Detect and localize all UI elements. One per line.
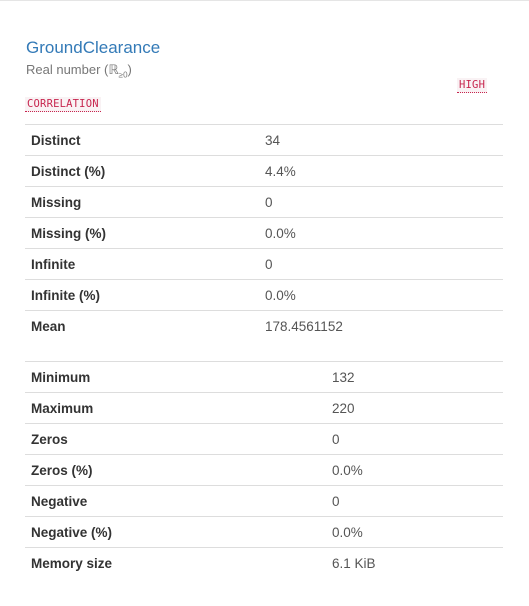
- stat-value: 132: [326, 361, 503, 393]
- stat-value: 0: [259, 248, 503, 280]
- table-row-missing: Missing 0: [25, 186, 503, 218]
- stats-table-secondary: Minimum 132 Maximum 220 Zeros 0 Zeros (%…: [25, 361, 503, 578]
- stat-label: Distinct: [25, 124, 259, 156]
- table-row-zeros: Zeros 0: [25, 423, 503, 455]
- table-row-distinct: Distinct 34: [25, 124, 503, 156]
- stat-label: Zeros: [25, 423, 326, 455]
- stat-label: Distinct (%): [25, 155, 259, 187]
- variable-type: Real number (ℝ≥0): [26, 62, 132, 80]
- stat-value: 0.0%: [326, 454, 503, 486]
- stat-label: Negative: [25, 485, 326, 517]
- stat-value: 0: [326, 485, 503, 517]
- stats-table-primary: Distinct 34 Distinct (%) 4.4% Missing 0 …: [25, 124, 503, 341]
- stat-label: Maximum: [25, 392, 326, 424]
- stat-label: Zeros (%): [25, 454, 326, 486]
- table-row-memory-size: Memory size 6.1 KiB: [25, 547, 503, 578]
- table-row-negative-pct: Negative (%) 0.0%: [25, 516, 503, 548]
- stat-value: 0: [326, 423, 503, 455]
- variable-type-close: ): [127, 62, 132, 77]
- table-row-infinite: Infinite 0: [25, 248, 503, 280]
- alert-high-badge[interactable]: HIGH: [457, 78, 488, 93]
- stat-value: 178.4561152: [259, 310, 503, 341]
- table-row-mean: Mean 178.4561152: [25, 310, 503, 341]
- stat-label: Missing (%): [25, 217, 259, 249]
- stat-value: 4.4%: [259, 155, 503, 187]
- stat-label: Memory size: [25, 547, 326, 578]
- stat-value: 0.0%: [326, 516, 503, 548]
- variable-type-label: Real number (ℝ: [26, 62, 119, 77]
- stat-label: Infinite (%): [25, 279, 259, 311]
- table-row-maximum: Maximum 220: [25, 392, 503, 424]
- stat-label: Negative (%): [25, 516, 326, 548]
- variable-name-link[interactable]: GroundClearance: [26, 38, 161, 57]
- table-row-minimum: Minimum 132: [25, 361, 503, 393]
- stat-value: 0: [259, 186, 503, 218]
- stat-value: 0.0%: [259, 279, 503, 311]
- table-row-distinct-pct: Distinct (%) 4.4%: [25, 155, 503, 187]
- stat-label: Missing: [25, 186, 259, 218]
- stat-value: 6.1 KiB: [326, 547, 503, 578]
- variable-type-subscript: ≥0: [118, 70, 128, 80]
- stat-value: 34: [259, 124, 503, 156]
- alert-correlation-badge[interactable]: CORRELATION: [25, 97, 101, 112]
- table-row-infinite-pct: Infinite (%) 0.0%: [25, 279, 503, 311]
- stat-value: 220: [326, 392, 503, 424]
- stat-label: Infinite: [25, 248, 259, 280]
- stat-label: Minimum: [25, 361, 326, 393]
- stat-value: 0.0%: [259, 217, 503, 249]
- top-divider: [0, 0, 529, 1]
- stat-label: Mean: [25, 310, 259, 341]
- table-row-zeros-pct: Zeros (%) 0.0%: [25, 454, 503, 486]
- table-row-missing-pct: Missing (%) 0.0%: [25, 217, 503, 249]
- table-row-negative: Negative 0: [25, 485, 503, 517]
